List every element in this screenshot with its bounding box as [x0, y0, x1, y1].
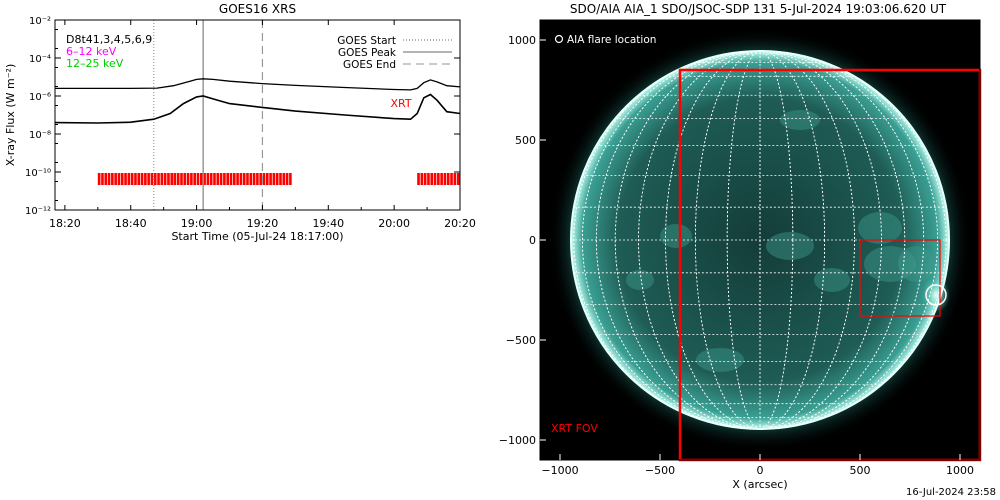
flux-series-2	[54, 93, 461, 124]
y-axis-label: X-ray Flux (W m⁻²)	[4, 64, 17, 166]
x-axis-label: X (arcsec)	[732, 478, 787, 491]
longitude-line	[726, 51, 794, 429]
y-tick-label: −1000	[499, 434, 536, 447]
channel-label-3: 12–25 keV	[66, 57, 124, 70]
x-tick-label: 19:00	[181, 217, 213, 230]
x-tick-label: 19:20	[247, 217, 279, 230]
active-region	[766, 232, 814, 260]
generation-timestamp: 16-Jul-2024 23:58	[905, 487, 996, 498]
y-tick-label: 10⁻⁶	[29, 92, 51, 103]
x-tick-label: 19:40	[312, 217, 344, 230]
y-tick-label: 10⁻⁴	[29, 54, 51, 65]
flare-legend-marker	[554, 34, 564, 44]
flare-location-circle	[925, 284, 947, 306]
plot-frame	[54, 19, 461, 211]
x-tick-label: −500	[645, 464, 675, 477]
xrt-pointing-box	[859, 239, 941, 317]
active-region	[858, 212, 902, 244]
xrt-annotation: XRT	[390, 97, 411, 110]
x-tick-label: 1000	[946, 464, 974, 477]
x-tick-label: 0	[757, 464, 764, 477]
active-region	[780, 110, 820, 130]
x-tick-label: 20:20	[444, 217, 476, 230]
channel-label-1: D8t41,3,4,5,6,9	[66, 33, 152, 46]
active-region	[626, 270, 654, 290]
legend-label-1: GOES Start	[337, 35, 396, 47]
x-tick-label: 18:20	[49, 217, 81, 230]
y-tick-label: −500	[506, 334, 536, 347]
x-tick-label: 500	[850, 464, 871, 477]
legend-label-3: GOES End	[343, 59, 396, 71]
y-tick-label: 0	[529, 234, 536, 247]
solar-limb	[570, 50, 950, 430]
longitude-line	[665, 51, 855, 429]
x-tick-label: −1000	[541, 464, 578, 477]
active-region	[814, 268, 850, 292]
xrt-coverage-bar	[97, 173, 174, 185]
longitude-line	[694, 51, 826, 429]
flare-legend-label: AIA flare location	[567, 34, 656, 46]
active-region	[696, 348, 744, 372]
y-tick-label: 500	[515, 134, 536, 147]
x-tick-label: 18:40	[115, 217, 147, 230]
y-tick-label: 10⁻¹²	[25, 206, 51, 217]
longitude-line	[573, 51, 947, 429]
active-region	[864, 246, 916, 282]
xrt-coverage-bar	[417, 173, 460, 185]
flux-series-1	[55, 78, 461, 91]
y-tick-label: 10⁻⁸	[29, 130, 51, 141]
y-tick-label: 10⁻²	[29, 16, 51, 27]
x-tick-label: 20:00	[378, 217, 410, 230]
xrt-fov-label: XRT FOV	[551, 422, 598, 435]
x-axis-label: Start Time (05-Jul-24 18:17:00)	[171, 230, 343, 243]
y-tick-label: 1000	[508, 34, 536, 47]
image-title: SDO/AIA AIA_1 SDO/JSOC-SDP 131 5-Jul-202…	[570, 2, 947, 16]
y-tick-label: 10⁻¹⁰	[25, 168, 51, 179]
channel-label-2: 6–12 keV	[66, 45, 117, 58]
legend-label-2: GOES Peak	[338, 47, 397, 59]
active-region	[660, 224, 692, 248]
chart-title: GOES16 XRS	[219, 2, 296, 16]
